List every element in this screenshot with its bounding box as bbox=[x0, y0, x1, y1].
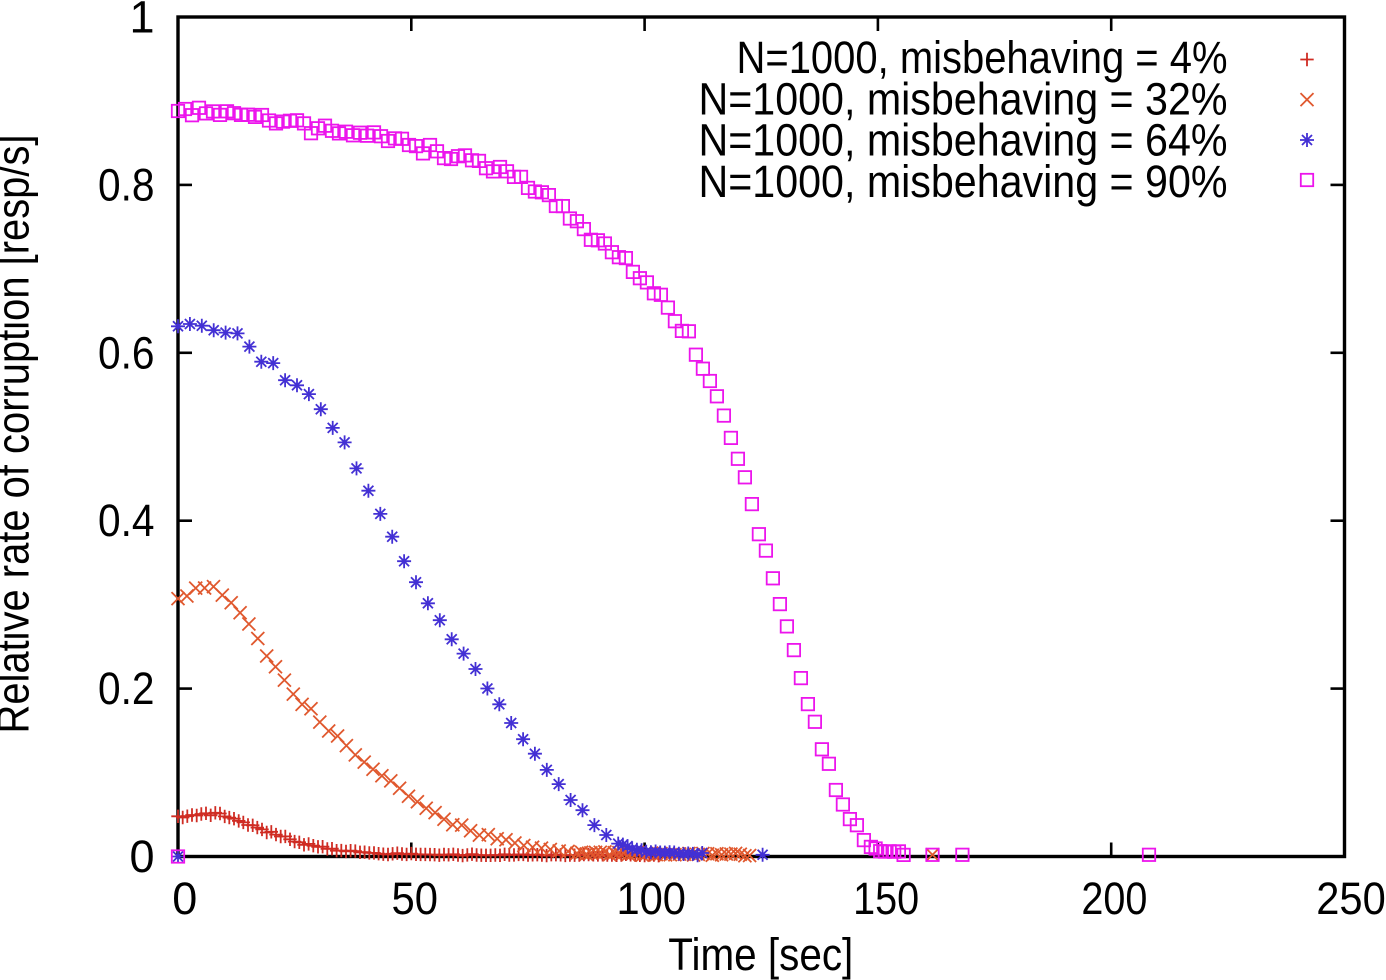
svg-text:N=1000, misbehaving = 90%: N=1000, misbehaving = 90% bbox=[699, 156, 1228, 207]
svg-text:200: 200 bbox=[1081, 873, 1147, 924]
svg-text:Relative rate of corruption [r: Relative rate of corruption [resp/s] bbox=[0, 135, 38, 734]
svg-text:N=1000, misbehaving = 64%: N=1000, misbehaving = 64% bbox=[699, 115, 1228, 166]
svg-text:100: 100 bbox=[616, 873, 686, 924]
svg-text:0.8: 0.8 bbox=[98, 159, 155, 210]
svg-text:1: 1 bbox=[129, 0, 154, 43]
svg-text:N=1000, misbehaving = 4%: N=1000, misbehaving = 4% bbox=[737, 32, 1228, 83]
svg-text:0: 0 bbox=[172, 873, 197, 924]
svg-text:0.4: 0.4 bbox=[98, 495, 155, 546]
svg-text:50: 50 bbox=[392, 873, 439, 924]
svg-text:0.6: 0.6 bbox=[98, 327, 155, 378]
svg-text:0.2: 0.2 bbox=[98, 663, 155, 714]
svg-text:0: 0 bbox=[129, 831, 154, 882]
svg-text:150: 150 bbox=[853, 873, 919, 924]
svg-text:250: 250 bbox=[1316, 873, 1386, 924]
svg-text:Time [sec]: Time [sec] bbox=[668, 929, 853, 980]
svg-text:N=1000, misbehaving = 32%: N=1000, misbehaving = 32% bbox=[699, 73, 1228, 124]
